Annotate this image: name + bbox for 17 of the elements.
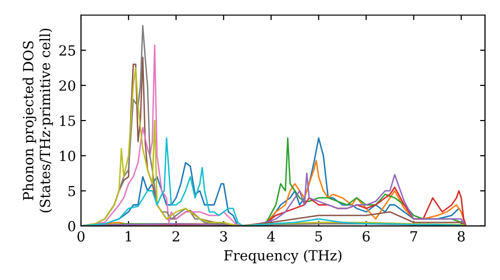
x-axis-title: Frequency (THz) xyxy=(224,250,342,264)
y-axis-title: Phonon projected DOS (States/THz·primitive cell) xyxy=(22,28,53,212)
x-tick-label: 6 xyxy=(362,231,370,242)
x-tick-label: 0 xyxy=(77,231,84,242)
x-tick-label: 5 xyxy=(315,231,322,242)
x-tick-label: 4 xyxy=(267,231,275,242)
x-tick-label: 1 xyxy=(126,231,131,242)
x-tick-label: 7 xyxy=(410,231,418,242)
y-tick-label: 0 xyxy=(68,220,76,232)
y-tick-label: 25 xyxy=(59,45,76,56)
x-tick-label: 8 xyxy=(458,231,465,242)
y-tick-label: 20 xyxy=(59,80,76,91)
x-tick-label: 3 xyxy=(220,231,227,242)
y-tick-label: 15 xyxy=(60,116,76,126)
y-tick-label: 5 xyxy=(68,186,76,196)
y-tick-label: 10 xyxy=(60,150,76,162)
x-tick-label: 2 xyxy=(172,231,180,242)
